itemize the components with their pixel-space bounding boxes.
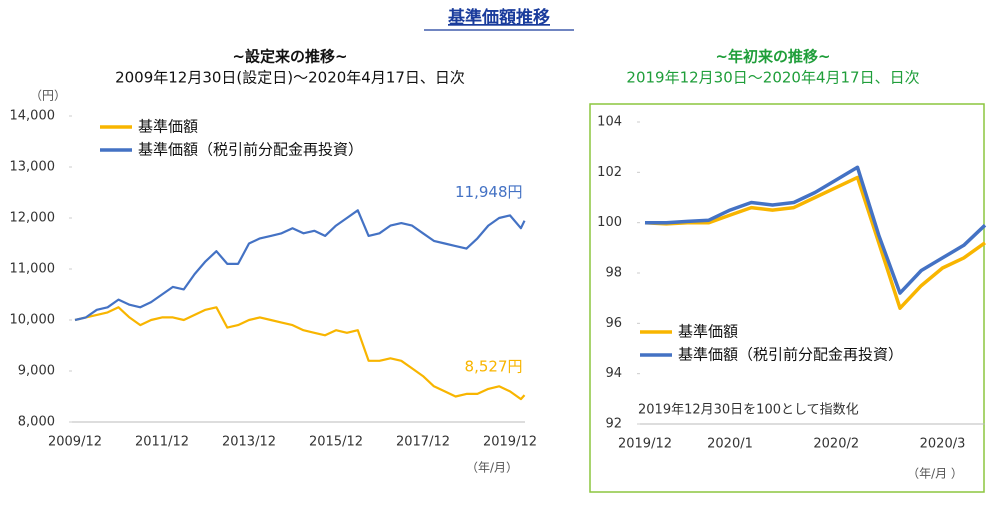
y-tick-label: 8,000 — [18, 415, 55, 430]
series-line — [644, 175, 987, 310]
panel-border — [589, 103, 985, 493]
value-label: 8,527円 — [465, 358, 523, 376]
x-tick-label: 2019/12 — [618, 437, 672, 452]
y-tick-label: 92 — [605, 417, 622, 432]
legend-label: 基準価額 — [138, 118, 198, 136]
y-tick-label: 100 — [597, 215, 622, 230]
y-tick-label: 11,000 — [10, 262, 56, 277]
y-tick-label: 14,000 — [10, 109, 56, 124]
x-unit: （年/月） — [466, 461, 518, 475]
x-tick-label: 2015/12 — [309, 435, 363, 450]
y-tick-label: 94 — [605, 366, 622, 381]
series-line — [74, 209, 526, 322]
x-tick-label: 2013/12 — [222, 435, 276, 450]
note: 2019年12月30日を100として指数化 — [638, 403, 859, 418]
y-tick-label: 9,000 — [18, 364, 55, 379]
legend-label: 基準価額（税引前分配金再投資） — [138, 141, 363, 159]
y-tick-label: 96 — [605, 316, 622, 331]
series-line — [645, 165, 987, 295]
x-tick-label: 2020/3 — [920, 437, 966, 452]
legend-label: 基準価額（税引前分配金再投資） — [678, 346, 903, 364]
value-label: 11,948円 — [455, 183, 523, 201]
y-tick-label: 104 — [597, 115, 622, 130]
series-line — [74, 306, 526, 401]
x-tick-label: 2017/12 — [396, 435, 450, 450]
y-tick-label: 13,000 — [10, 160, 56, 175]
x-unit: （年/月 ） — [907, 467, 963, 481]
x-tick-label: 2020/1 — [707, 437, 753, 452]
chart-title: ~設定来の推移~ — [232, 48, 347, 66]
chart-subtitle: 2009年12月30日(設定日)～2020年4月17日、日次 — [115, 69, 465, 87]
legend-label: 基準価額 — [678, 323, 738, 341]
y-tick-label: 12,000 — [10, 211, 56, 226]
y-unit: （円） — [30, 89, 66, 103]
x-tick-label: 2019/12 — [483, 435, 537, 450]
page-title: 基準価額推移 — [447, 7, 550, 28]
y-tick-label: 10,000 — [10, 313, 56, 328]
x-tick-label: 2020/2 — [813, 437, 859, 452]
y-tick-label: 102 — [597, 165, 622, 180]
chart-title: ~年初来の推移~ — [715, 48, 830, 66]
y-tick-label: 98 — [605, 266, 622, 281]
x-tick-label: 2009/12 — [48, 435, 102, 450]
chart-subtitle: 2019年12月30日～2020年4月17日、日次 — [626, 69, 919, 87]
x-tick-label: 2011/12 — [135, 435, 189, 450]
